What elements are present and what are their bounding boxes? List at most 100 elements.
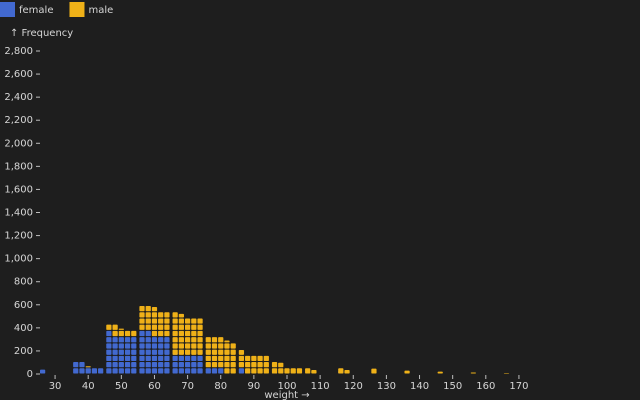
- waffle-cell: [158, 349, 164, 355]
- waffle-cell: [172, 368, 178, 374]
- waffle-cell: [290, 368, 296, 374]
- waffle-cell: [172, 337, 178, 343]
- waffle-segment: [271, 362, 303, 374]
- waffle-cell: [124, 355, 131, 362]
- waffle-cell: [118, 337, 124, 343]
- waffle-cell: [184, 349, 191, 355]
- waffle-cell: [145, 355, 151, 362]
- waffle-cell: [238, 368, 245, 374]
- waffle-cell: [158, 362, 164, 368]
- waffle-segment: [172, 312, 203, 355]
- waffle-cell: [211, 355, 218, 362]
- waffle-cell: [164, 355, 170, 362]
- waffle-cell: [145, 318, 151, 324]
- waffle-cell: [178, 362, 184, 368]
- waffle-cell: [251, 362, 257, 368]
- waffle-cell: [191, 368, 197, 374]
- waffle-cell: [98, 368, 104, 374]
- legend-swatch: [69, 2, 85, 17]
- waffle-cell: [191, 362, 197, 368]
- waffle-cell: [124, 362, 131, 368]
- waffle-cell: [184, 330, 191, 337]
- waffle-cell: [230, 362, 236, 368]
- waffle-cell: [191, 355, 197, 362]
- waffle-cell: [191, 318, 197, 324]
- waffle-cell: [106, 368, 112, 374]
- waffle-cell: [151, 343, 158, 349]
- y-tick-label: 0: [27, 369, 33, 380]
- waffle-cell: [158, 324, 164, 330]
- x-tick-label: 140: [410, 381, 429, 392]
- waffle-cell: [197, 355, 203, 362]
- waffle-cell: [178, 343, 184, 349]
- waffle-segment: [470, 372, 476, 374]
- waffle-cell: [131, 362, 137, 368]
- waffle-cell: [145, 306, 151, 312]
- waffle-cell: [503, 373, 510, 374]
- waffle-cell: [112, 337, 118, 343]
- waffle-cell: [230, 343, 236, 349]
- waffle-cell: [251, 355, 257, 362]
- waffle-cell: [218, 362, 224, 368]
- y-tick-label: 600: [14, 300, 33, 311]
- waffle-segment: [106, 330, 137, 374]
- waffle-cell: [112, 368, 118, 374]
- waffle-segment: [73, 362, 104, 374]
- waffle-cell: [172, 330, 178, 337]
- waffle-cell: [172, 349, 178, 355]
- waffle-cell: [191, 330, 197, 337]
- waffle-cell: [73, 362, 79, 368]
- waffle-cell: [211, 337, 218, 343]
- waffle-cell: [118, 362, 124, 368]
- waffle-cell: [230, 355, 236, 362]
- waffle-cell: [139, 324, 145, 330]
- waffle-cell: [305, 368, 311, 374]
- waffle-cell: [184, 318, 191, 324]
- x-tick-label: 120: [344, 381, 363, 392]
- waffle-cell: [139, 312, 145, 318]
- waffle-cell: [106, 362, 112, 368]
- waffle-segment: [305, 368, 317, 374]
- waffle-cell: [218, 368, 224, 374]
- waffle-cell: [284, 368, 290, 374]
- waffle-cell: [172, 312, 178, 318]
- waffle-cell: [151, 324, 158, 330]
- waffle-cell: [112, 330, 118, 337]
- waffle-cell: [131, 355, 137, 362]
- waffle-cell: [106, 343, 112, 349]
- x-tick-label: 150: [443, 381, 462, 392]
- waffle-cell: [178, 355, 184, 362]
- x-tick-label: 130: [377, 381, 396, 392]
- waffle-cell: [91, 368, 98, 374]
- waffle-segment: [503, 373, 510, 374]
- waffle-cell: [158, 355, 164, 362]
- waffle-cell: [205, 337, 211, 343]
- waffle-cell: [218, 349, 224, 355]
- waffle-cell: [124, 349, 131, 355]
- y-tick-label: 1,200: [4, 231, 33, 242]
- waffle-cell: [184, 324, 191, 330]
- waffle-cell: [139, 368, 145, 374]
- legend-swatch: [0, 2, 15, 17]
- waffle-cell: [145, 368, 151, 374]
- waffle-cell: [172, 318, 178, 324]
- waffle-cell: [263, 362, 269, 368]
- y-tick-label: 2,400: [4, 92, 33, 103]
- waffle-cell: [224, 355, 230, 362]
- waffle-cell: [118, 343, 124, 349]
- waffle-cell: [311, 370, 317, 374]
- waffle-cell: [131, 349, 137, 355]
- waffle-cell: [112, 349, 118, 355]
- waffle-cell: [205, 362, 211, 368]
- y-tick-label: 200: [14, 346, 33, 357]
- waffle-cell: [158, 330, 164, 337]
- waffle-segment: [238, 349, 269, 374]
- waffle-cell: [191, 343, 197, 349]
- waffle-cell: [230, 349, 236, 355]
- waffle-cell: [151, 330, 158, 337]
- waffle-segment: [40, 369, 46, 374]
- waffle-cell: [184, 368, 191, 374]
- waffle-cell: [197, 362, 203, 368]
- waffle-cell: [211, 349, 218, 355]
